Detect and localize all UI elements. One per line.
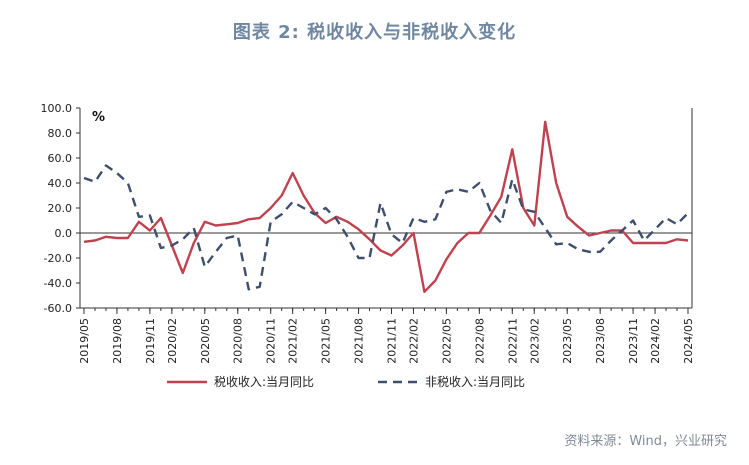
- source-note: 资料来源：Wind，兴业研究: [564, 434, 727, 449]
- x-tick-label: 2022/08: [473, 318, 486, 364]
- x-tick-label: 2020/08: [232, 318, 245, 364]
- x-tick-label: 2022/02: [407, 318, 420, 364]
- y-tick-label: 40.0: [48, 177, 73, 190]
- legend: 税收收入:当月同比 非税收入:当月同比: [167, 375, 525, 389]
- x-axis: 2019/05 2019/08 2019/11 2020/02 2020/05 2020/…: [78, 232, 695, 364]
- x-tick-label: 2023/05: [561, 318, 574, 364]
- x-tick-label: 2024/05: [682, 318, 695, 364]
- x-tick-label: 2023/08: [594, 318, 607, 364]
- chart-title: 图表 2: 税收收入与非税收入变化: [232, 22, 517, 43]
- y-tick-label: 20.0: [48, 202, 73, 215]
- x-tick-label: 2022/11: [506, 318, 519, 364]
- x-tick-label: 2019/08: [111, 318, 124, 364]
- x-tick-label: 2020/11: [265, 318, 278, 364]
- legend-label-2: 非税收入:当月同比: [425, 375, 525, 389]
- x-tick-label: 2021/02: [287, 318, 300, 364]
- series-line-1: [83, 120, 689, 293]
- x-tick-label: 2020/02: [166, 318, 179, 364]
- x-tick-label: 2023/02: [528, 318, 541, 364]
- y-axis: 100.0 80.0 60.0 40.0 20.0 0.0 -20.0 -40.0 -60.0: [41, 102, 693, 315]
- unit-label: %: [92, 110, 105, 125]
- y-tick-label: -40.0: [44, 277, 72, 290]
- x-tick-label: 2019/11: [144, 318, 157, 364]
- series-line-2: [83, 164, 689, 291]
- x-tick-label: 2019/05: [78, 318, 91, 364]
- y-tick-label: -20.0: [44, 252, 72, 265]
- y-tick-label: 0.0: [55, 227, 73, 240]
- x-tick-label: 2023/11: [627, 318, 640, 364]
- x-tick-label: 2021/11: [385, 318, 398, 364]
- x-tick-label: 2022/05: [440, 318, 453, 364]
- x-tick-label: 2024/02: [649, 318, 662, 364]
- y-tick-label: -60.0: [44, 302, 72, 315]
- y-tick-label: 80.0: [48, 127, 73, 140]
- y-tick-label: 100.0: [41, 102, 73, 115]
- x-tick-label: 2021/05: [320, 318, 333, 364]
- y-tick-label: 60.0: [48, 152, 73, 165]
- x-tick-label: 2021/08: [353, 318, 366, 364]
- x-tick-label: 2020/05: [199, 318, 212, 364]
- legend-label-1: 税收收入:当月同比: [214, 375, 314, 389]
- chart-series: [83, 120, 689, 293]
